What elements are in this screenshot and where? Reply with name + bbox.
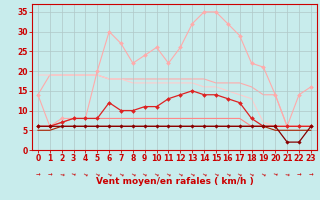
Text: →: → <box>36 172 40 177</box>
Text: →: → <box>153 171 160 177</box>
Text: →: → <box>225 171 231 177</box>
Text: →: → <box>308 172 313 177</box>
Text: →: → <box>201 171 207 177</box>
Text: →: → <box>118 171 124 177</box>
Text: →: → <box>177 171 184 177</box>
Text: →: → <box>94 171 100 177</box>
Text: →: → <box>82 171 89 177</box>
Text: →: → <box>236 171 243 177</box>
Text: →: → <box>141 171 148 177</box>
Text: →: → <box>165 171 172 177</box>
Text: →: → <box>284 171 290 177</box>
Text: →: → <box>213 171 219 177</box>
Text: →: → <box>47 172 52 177</box>
Text: →: → <box>59 171 64 177</box>
Text: →: → <box>106 171 112 177</box>
Text: →: → <box>260 171 267 177</box>
Text: →: → <box>130 171 136 177</box>
Text: →: → <box>297 172 301 177</box>
X-axis label: Vent moyen/en rafales ( km/h ): Vent moyen/en rafales ( km/h ) <box>96 177 253 186</box>
Text: →: → <box>248 171 255 177</box>
Text: →: → <box>70 171 76 177</box>
Text: →: → <box>189 171 196 177</box>
Text: →: → <box>272 171 278 177</box>
